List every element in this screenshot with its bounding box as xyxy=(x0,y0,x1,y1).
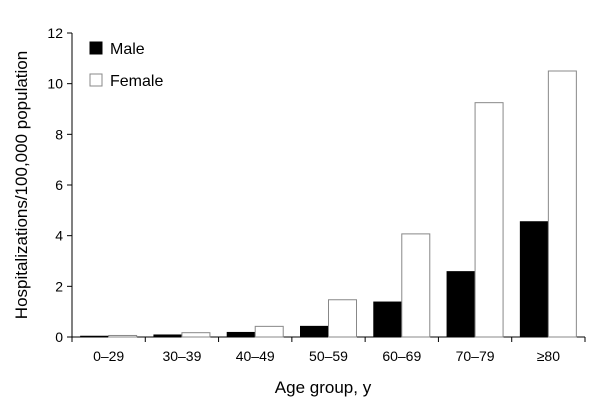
bar-male xyxy=(446,271,476,338)
y-tick-label: 10 xyxy=(47,76,63,92)
bar-female xyxy=(401,233,431,338)
bar-female xyxy=(328,299,357,338)
bar-male xyxy=(226,331,256,338)
y-axis-title: Hospitalizations/100,000 population xyxy=(12,51,31,319)
legend: Male Female xyxy=(89,41,163,90)
x-tick-label: 60–69 xyxy=(382,348,421,364)
bar-female xyxy=(547,70,577,338)
x-axis-title: Age group, y xyxy=(275,378,372,397)
legend-label-male: Male xyxy=(110,41,145,58)
legend-swatch-female xyxy=(89,73,103,87)
legend-label-female: Female xyxy=(110,73,163,90)
y-tick-label: 2 xyxy=(55,278,63,294)
bar-male xyxy=(373,301,403,338)
bars xyxy=(80,70,577,338)
x-tick-label: 0–29 xyxy=(93,348,124,364)
y-tick-label: 6 xyxy=(55,177,63,193)
bar-male xyxy=(153,334,183,338)
x-tick-label: 40–49 xyxy=(236,348,275,364)
tick-labels: 0 2 4 6 8 10 12 0–29 30–39 40–49 50–59 60–69 70–79 ≥8… xyxy=(47,25,560,364)
x-tick-label: 50–59 xyxy=(309,348,348,364)
bar-female xyxy=(254,325,284,338)
y-tick-label: 8 xyxy=(55,126,63,142)
bar-male xyxy=(80,335,110,338)
bar-male xyxy=(300,325,329,338)
x-tick-label: ≥80 xyxy=(537,348,560,364)
y-tick-label: 4 xyxy=(55,228,63,244)
y-tick-label: 12 xyxy=(47,25,63,41)
legend-swatch-male xyxy=(89,41,103,55)
bar-male xyxy=(519,221,549,338)
x-tick-label: 70–79 xyxy=(456,348,495,364)
x-tick-label: 30–39 xyxy=(162,348,201,364)
y-tick-label: 0 xyxy=(55,329,63,345)
bar-female xyxy=(474,102,504,338)
bar-female xyxy=(108,334,138,338)
bar-female xyxy=(181,332,211,338)
